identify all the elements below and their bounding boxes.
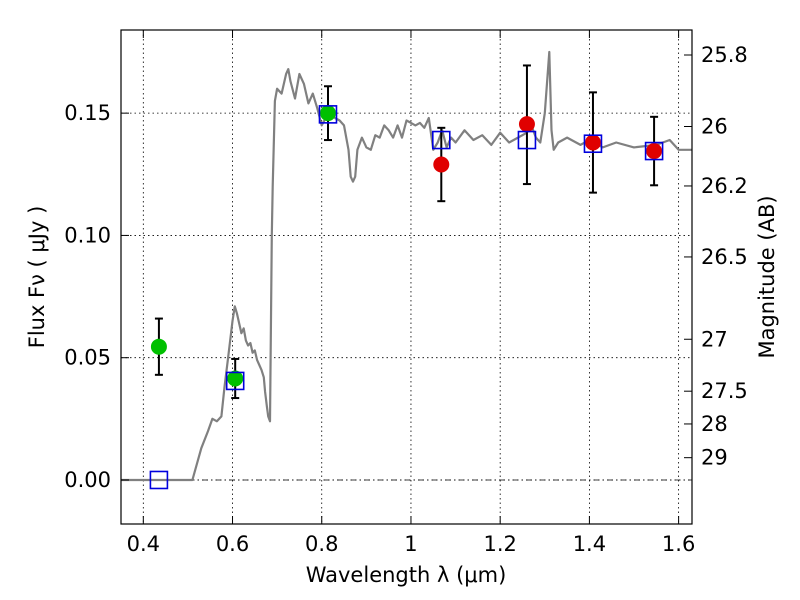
magnitude-tick-label: 26.5 [701, 245, 748, 269]
data-markers [149, 105, 664, 490]
magnitude-tick-label: 26 [701, 114, 728, 138]
x-tick-label: 0.8 [305, 532, 338, 556]
plot-frame [120, 29, 693, 525]
red-data-point [518, 116, 535, 133]
green-data-point [227, 370, 244, 387]
x-tick-label: 1 [404, 532, 417, 556]
model-photometry-square [583, 134, 603, 154]
red-data-point [433, 156, 450, 173]
magnitude-tick-label: 25.8 [701, 43, 748, 67]
model-photometry-square [225, 371, 245, 391]
green-data-point [150, 338, 167, 355]
model-photometry-square [644, 141, 664, 161]
y-tick-label: 0.15 [64, 101, 111, 125]
model-photometry-square [431, 130, 451, 150]
red-data-point [646, 143, 663, 160]
x-tick-label: 1.2 [483, 532, 516, 556]
magnitude-tick-label: 29 [701, 446, 728, 470]
magnitude-axis-label: Magnitude (AB) [755, 195, 779, 358]
magnitude-tick-label: 27.5 [701, 379, 748, 403]
y-tick-label: 0.05 [64, 346, 111, 370]
tick-labels: 0.4 0.6 0.8 1 1.2 1.4 1.6 0.00 0.05 0.10 0.15 25.8 2… [64, 43, 748, 556]
y-axis-label: Flux Fν ( μJy ) [25, 206, 49, 349]
y-tick-label: 0.10 [64, 223, 111, 247]
x-tick-label: 1.6 [662, 532, 695, 556]
x-tick-label: 0.6 [216, 532, 249, 556]
magnitude-tick-label: 28 [701, 412, 728, 436]
green-data-point [319, 105, 336, 122]
ticks [121, 30, 692, 524]
red-data-point [584, 134, 601, 151]
x-tick-label: 0.4 [127, 532, 160, 556]
plot-area [121, 30, 692, 524]
y-tick-label: 0.00 [64, 468, 111, 492]
magnitude-tick-label: 26.2 [701, 174, 748, 198]
model-photometry-square [517, 130, 537, 150]
model-photometry-square [149, 470, 169, 490]
magnitude-tick-label: 27 [701, 327, 728, 351]
x-axis-label: Wavelength λ (μm) [306, 563, 507, 587]
x-tick-label: 1.4 [573, 532, 606, 556]
model-photometry-square [318, 105, 338, 124]
